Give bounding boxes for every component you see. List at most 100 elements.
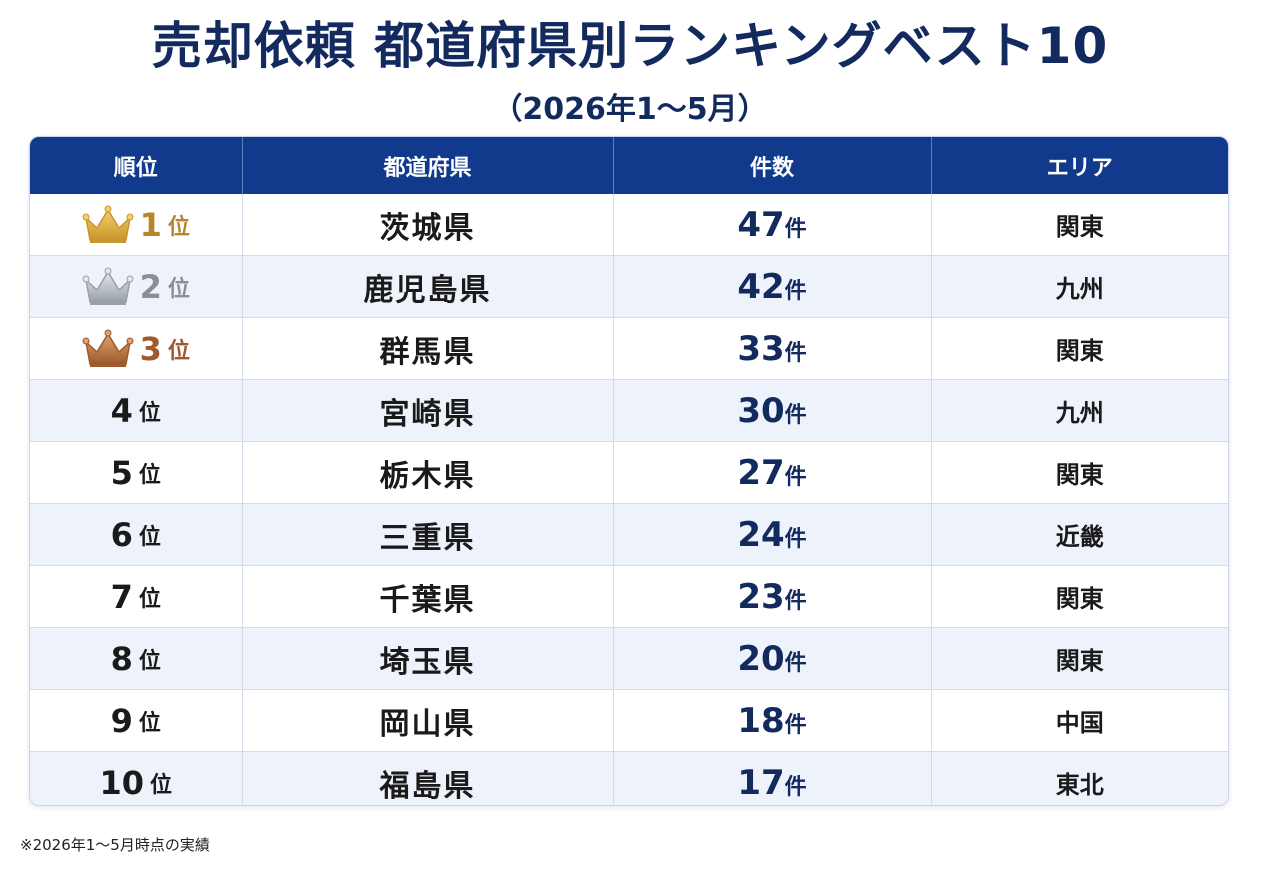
prefecture-cell: 鹿児島県	[242, 255, 614, 318]
count-cell: 42件	[613, 255, 932, 318]
count-unit: 件	[784, 464, 807, 490]
count-cell: 47件	[613, 194, 932, 256]
rank-number: 10	[99, 763, 144, 802]
page-title: 売却依頼 都道府県別ランキングベスト10	[151, 17, 1109, 75]
rank-number: 9	[110, 701, 133, 740]
count-value: 47	[737, 204, 785, 245]
prefecture-name: 千葉県	[379, 582, 476, 618]
rank-unit: 位	[167, 276, 190, 302]
rank-unit: 位	[138, 462, 161, 488]
prefecture-cell: 群馬県	[242, 317, 614, 380]
area-cell: 関東	[931, 317, 1228, 380]
area-name: 九州	[1055, 275, 1104, 303]
table-row: 3 位 群馬県 33件 関東	[30, 317, 1228, 380]
count-value: 20	[737, 638, 785, 679]
rank-number: 2	[139, 267, 162, 306]
rank-unit: 位	[138, 524, 161, 550]
table-row: 8 位 埼玉県 20件 関東	[30, 627, 1228, 690]
prefecture-cell: 岡山県	[242, 689, 614, 752]
rank-unit: 位	[138, 710, 161, 736]
count-cell: 27件	[613, 441, 932, 504]
prefecture-name: 埼玉県	[379, 644, 476, 680]
prefecture-name: 茨城県	[379, 210, 476, 246]
column-header-prefecture: 都道府県	[242, 137, 614, 194]
count-value: 23	[737, 576, 785, 617]
table-row: 6 位 三重県 24件 近畿	[30, 503, 1228, 566]
table-body: 1 位茨城県 47件 関東 2 位鹿児島県 42件 九州 3 位群馬県 33件 関東 4 位宮崎県 30件九…	[30, 194, 1228, 805]
area-name: 関東	[1055, 461, 1104, 489]
table-row: 1 位 茨城県 47件 関東	[30, 194, 1228, 256]
footnote: ※2026年1～5月時点の実績	[20, 836, 210, 854]
count-unit: 件	[784, 526, 807, 552]
column-header-area: エリア	[931, 137, 1228, 194]
area-name: 関東	[1055, 337, 1104, 365]
area-name: 関東	[1055, 585, 1104, 613]
prefecture-name: 福島県	[379, 768, 476, 804]
prefecture-cell: 三重県	[242, 503, 614, 566]
rank-unit: 位	[167, 338, 190, 364]
count-cell: 17件	[613, 751, 932, 805]
prefecture-cell: 福島県	[242, 751, 614, 805]
count-cell: 20件	[613, 627, 932, 690]
table-row: 9 位 岡山県 18件 中国	[30, 689, 1228, 752]
table-row: 5 位 栃木県 27件 関東	[30, 441, 1228, 504]
crown-silver-icon	[82, 267, 134, 305]
area-name: 東北	[1055, 771, 1104, 799]
count-unit: 件	[784, 278, 807, 304]
crown-gold-icon	[82, 205, 134, 243]
area-cell: 関東	[931, 441, 1228, 504]
count-unit: 件	[784, 588, 807, 614]
ranking-table: 順位 都道府県 件数 エリア 1 位茨城県 47件 関東 2 位鹿児島県 42件 九州 3 位群馬…	[30, 137, 1228, 805]
rank-number: 8	[110, 639, 133, 678]
rank-label: 10 位	[30, 764, 242, 802]
count-cell: 30件	[613, 379, 932, 442]
ranking-table-container: 順位 都道府県 件数 エリア 1 位茨城県 47件 関東 2 位鹿児島県 42件 九州 3 位群馬…	[29, 136, 1229, 806]
table-row: 4 位 宮崎県 30件 九州	[30, 379, 1228, 442]
area-cell: 中国	[931, 689, 1228, 752]
rank-unit: 位	[138, 400, 161, 426]
count-cell: 23件	[613, 565, 932, 628]
prefecture-name: 群馬県	[379, 334, 476, 370]
prefecture-cell: 宮崎県	[242, 379, 614, 442]
prefecture-cell: 千葉県	[242, 565, 614, 628]
rank-number: 4	[110, 391, 133, 430]
area-cell: 九州	[931, 255, 1228, 318]
count-value: 18	[737, 700, 785, 741]
rank-number: 1	[139, 205, 162, 244]
column-header-count: 件数	[613, 137, 932, 194]
rank-unit: 位	[150, 772, 173, 798]
rank-number: 5	[110, 453, 133, 492]
prefecture-cell: 茨城県	[242, 194, 614, 256]
count-unit: 件	[784, 340, 807, 366]
count-cell: 33件	[613, 317, 932, 380]
rank-unit: 位	[138, 586, 161, 612]
column-header-rank: 順位	[30, 137, 243, 194]
rank-number: 7	[110, 577, 133, 616]
page-subtitle: （2026年1～5月）	[492, 92, 768, 127]
prefecture-name: 岡山県	[379, 706, 476, 742]
count-value: 24	[737, 514, 785, 555]
table-row: 10 位 福島県 17件 東北	[30, 751, 1228, 805]
count-value: 42	[737, 266, 785, 307]
count-value: 30	[737, 390, 785, 431]
prefecture-cell: 栃木県	[242, 441, 614, 504]
rank-unit: 位	[167, 214, 190, 240]
count-value: 17	[737, 762, 785, 803]
table-header-row: 順位 都道府県 件数 エリア	[30, 137, 1228, 194]
rank-number: 3	[139, 329, 162, 368]
